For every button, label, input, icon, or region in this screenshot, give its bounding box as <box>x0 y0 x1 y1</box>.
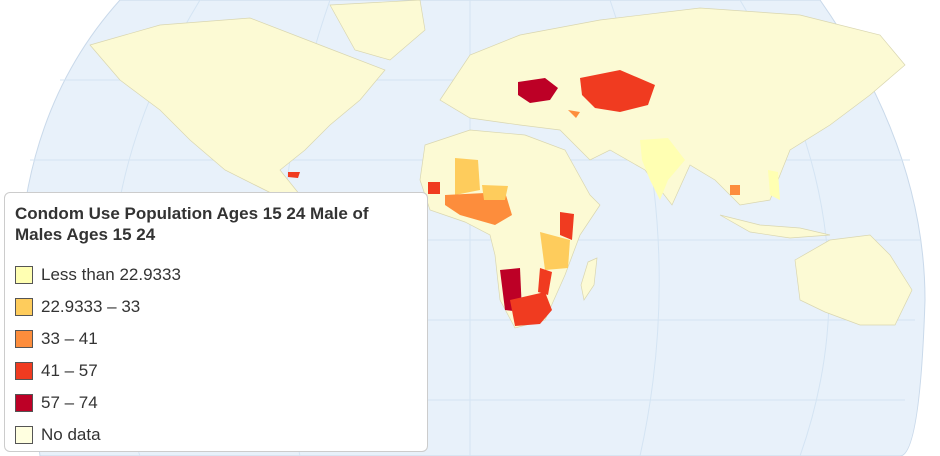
legend-label: No data <box>41 425 101 444</box>
legend-item: 57 – 74 <box>15 387 417 419</box>
west-africa-d <box>482 185 508 200</box>
highlighted-countries <box>288 70 780 326</box>
legend-label: 33 – 41 <box>41 329 98 348</box>
west-africa-a <box>455 158 480 195</box>
legend-swatch <box>15 426 33 444</box>
legend-items: Less than 22.9333 22.9333 – 33 33 – 41 41 –… <box>15 259 417 451</box>
indonesia <box>719 214 831 239</box>
australia <box>794 234 913 326</box>
legend-label: Less than 22.9333 <box>41 265 181 284</box>
legend-item: 41 – 57 <box>15 355 417 387</box>
east-africa <box>540 232 570 270</box>
legend: Condom Use Population Ages 15 24 Male of… <box>4 192 428 452</box>
legend-title: Condom Use Population Ages 15 24 Male of… <box>15 204 369 244</box>
kenya <box>560 212 574 240</box>
kazakhstan <box>580 70 655 112</box>
legend-label: 57 – 74 <box>41 393 98 412</box>
legend-item: Less than 22.9333 <box>15 259 417 291</box>
legend-swatch <box>15 266 33 284</box>
south-africa <box>510 292 552 326</box>
west-africa-c <box>445 192 512 225</box>
cambodia <box>730 185 740 195</box>
caucasus <box>568 110 580 118</box>
north-america <box>89 17 386 201</box>
madagascar <box>580 257 598 301</box>
legend-swatch <box>15 330 33 348</box>
philippines <box>768 170 780 200</box>
legend-label: 41 – 57 <box>41 361 98 380</box>
legend-item: 33 – 41 <box>15 323 417 355</box>
legend-item: 22.9333 – 33 <box>15 291 417 323</box>
greenland <box>329 0 426 61</box>
legend-swatch <box>15 362 33 380</box>
legend-swatch <box>15 298 33 316</box>
legend-label: 22.9333 – 33 <box>41 297 141 316</box>
mozambique <box>538 268 552 295</box>
india <box>640 138 685 200</box>
legend-item: No data <box>15 419 417 451</box>
eurasia <box>439 7 906 206</box>
haiti <box>288 172 300 178</box>
ukraine <box>518 78 558 103</box>
legend-swatch <box>15 394 33 412</box>
west-africa-b <box>428 182 440 194</box>
